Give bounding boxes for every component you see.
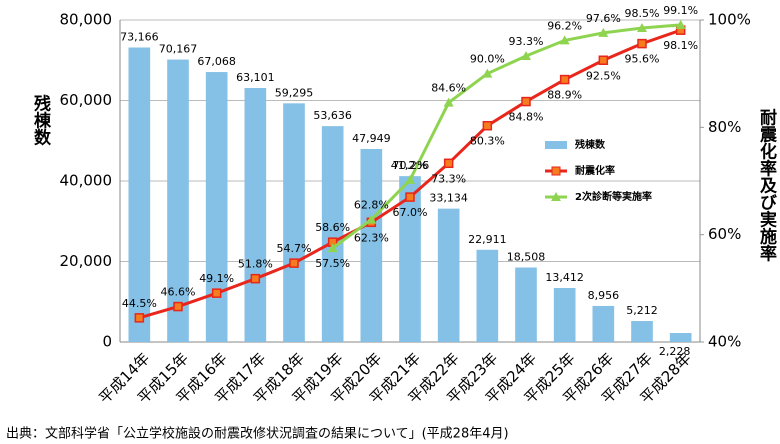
y2-tick-label: 100% (708, 11, 751, 29)
line-value-label: 67.0% (393, 206, 428, 219)
bar-value-label: 59,295 (275, 86, 314, 99)
marker (134, 313, 145, 323)
bar-value-label: 70,167 (159, 43, 198, 56)
source-note: 出典：文部科学省「公立学校施設の耐震改修状況調査の結果について」(平成28年4月… (6, 426, 509, 442)
line-value-label: 80.3% (470, 135, 505, 148)
marker (327, 243, 338, 253)
bar-value-label: 5,212 (626, 304, 658, 317)
y-tick-label: 0 (102, 333, 112, 351)
y2-tick-label: 80% (708, 118, 741, 136)
line-value-label: 46.6% (161, 286, 196, 299)
y2-tick-label: 40% (708, 333, 741, 351)
marker (443, 97, 454, 107)
bar (360, 149, 383, 342)
y2-tick-label: 60% (708, 225, 741, 243)
bar (437, 208, 460, 342)
line-value-label: 98.5% (625, 7, 660, 20)
bar-value-label: 22,911 (468, 233, 507, 246)
line-value-label: 49.1% (199, 272, 234, 285)
marker (598, 55, 609, 65)
bar (592, 305, 615, 342)
line-value-label: 84.6% (431, 82, 466, 95)
bar (205, 72, 228, 342)
legend-marker (551, 192, 561, 201)
line-value-label: 96.2% (547, 19, 582, 32)
line-value-label: 99.1% (663, 4, 698, 17)
line-value-label: 57.5% (315, 257, 350, 270)
marker (482, 68, 493, 78)
legend-swatch (545, 141, 567, 149)
bar-value-label: 47,949 (352, 132, 391, 145)
bar-value-label: 33,134 (429, 192, 468, 205)
marker (598, 27, 609, 37)
bar (321, 126, 344, 342)
legend-label: 2次診断等実施率 (575, 190, 652, 203)
bar (283, 103, 305, 343)
line-value-label: 97.6% (586, 12, 621, 25)
marker (521, 50, 531, 60)
bar-value-label: 63,101 (236, 71, 275, 84)
y-tick-label: 20,000 (60, 252, 113, 270)
bar (553, 288, 576, 342)
line-value-label: 62.3% (354, 231, 389, 244)
marker (482, 120, 493, 131)
line-value-label: 70.2% (393, 159, 428, 172)
line-value-label: 98.1% (663, 39, 698, 52)
marker (559, 35, 570, 45)
line-value-label: 58.6% (315, 221, 350, 234)
marker (443, 158, 454, 169)
marker (637, 23, 647, 33)
marker (250, 273, 261, 284)
line-value-label: 44.5% (122, 297, 157, 310)
bar (167, 59, 189, 343)
marker (173, 301, 183, 312)
line-value-label: 92.5% (586, 69, 621, 82)
line-value-label: 62.8% (354, 199, 389, 212)
marker (405, 174, 415, 184)
legend-label: 耐震化率 (575, 164, 615, 177)
bar-value-label: 18,508 (507, 251, 546, 264)
bar (631, 321, 653, 342)
legend-marker (551, 166, 561, 176)
bar-value-label: 53,636 (313, 109, 352, 122)
bar (244, 88, 267, 342)
line-value-label: 73.3% (431, 172, 466, 185)
line-value-label: 88.9% (547, 89, 582, 102)
bar-value-label: 2,228 (659, 345, 691, 358)
marker (366, 214, 377, 224)
marker (289, 258, 299, 268)
bar (128, 47, 151, 343)
marker (521, 96, 531, 107)
line-value-label: 90.0% (470, 53, 505, 66)
bar-value-label: 8,956 (588, 289, 620, 302)
bar (399, 176, 421, 342)
line (331, 23, 681, 250)
marker (559, 74, 570, 85)
y-tick-label: 60,000 (60, 91, 113, 109)
y-tick-label: 40,000 (60, 172, 113, 190)
bar (515, 267, 537, 342)
y2-axis-title: 耐震化率及び実施率 (756, 107, 778, 262)
bar-value-label: 67,068 (197, 55, 236, 68)
legend-label: 残棟数 (575, 138, 606, 151)
bar-value-label: 73,166 (120, 31, 159, 44)
y-tick-label: 80,000 (60, 11, 113, 29)
marker (405, 192, 415, 202)
bar-value-label: 13,412 (545, 271, 584, 284)
y-axis-title: 残棟数 (30, 93, 51, 146)
line-value-label: 51.8% (238, 258, 273, 271)
bar (476, 249, 499, 342)
marker (211, 288, 222, 298)
line-value-label: 54.7% (277, 242, 312, 255)
marker (675, 19, 686, 29)
bar (669, 333, 692, 342)
line-value-label: 84.8% (509, 111, 544, 124)
marker (637, 38, 647, 49)
line-value-label: 95.6% (625, 53, 660, 66)
line-value-label: 93.3% (509, 35, 544, 48)
